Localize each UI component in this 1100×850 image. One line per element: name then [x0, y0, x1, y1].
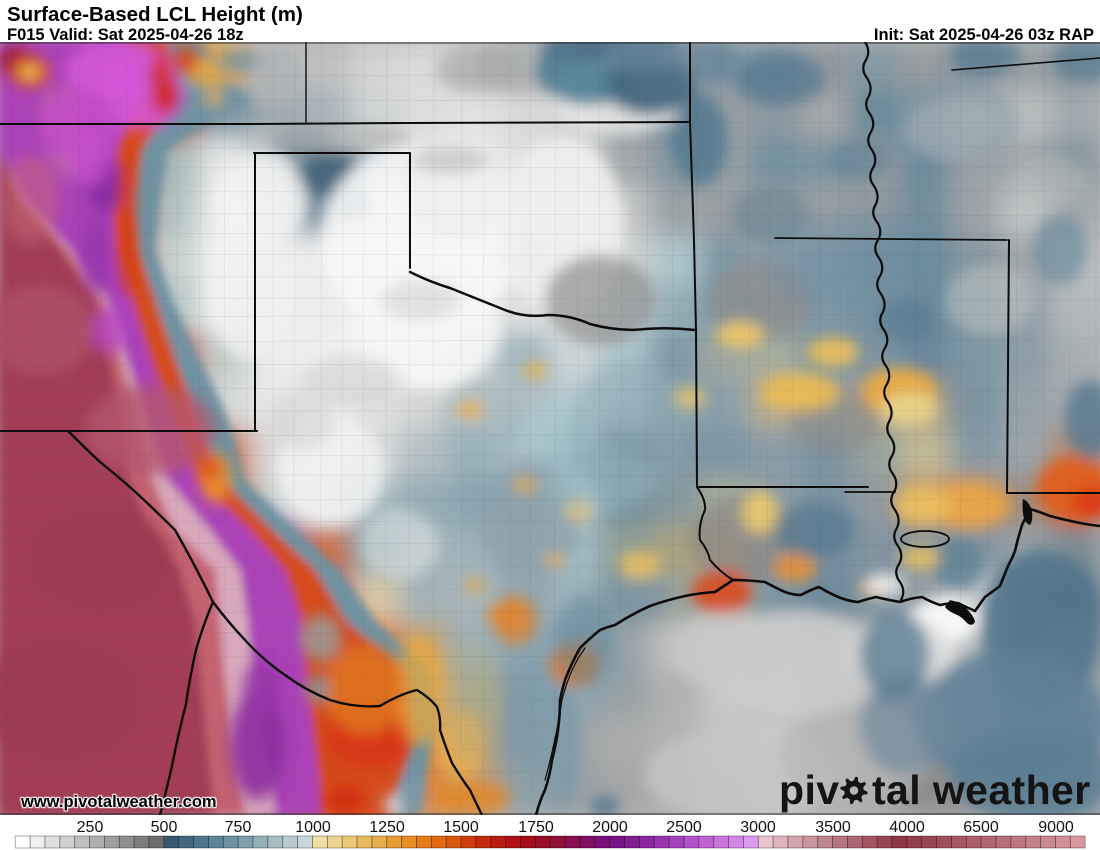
svg-text:1250: 1250 — [369, 819, 405, 836]
svg-text:1750: 1750 — [518, 819, 554, 836]
svg-text:9000: 9000 — [1038, 819, 1074, 836]
svg-text:500: 500 — [151, 819, 178, 836]
svg-text:6500: 6500 — [963, 819, 999, 836]
svg-text:250: 250 — [77, 819, 104, 836]
svg-text:1000: 1000 — [295, 819, 331, 836]
svg-text:piv: piv — [779, 767, 839, 813]
svg-text:2000: 2000 — [592, 819, 628, 836]
svg-text:3000: 3000 — [740, 819, 776, 836]
svg-text:3500: 3500 — [815, 819, 851, 836]
svg-text:4000: 4000 — [889, 819, 925, 836]
svg-text:750: 750 — [225, 819, 252, 836]
svg-text:1500: 1500 — [443, 819, 479, 836]
svg-text:2500: 2500 — [666, 819, 702, 836]
svg-text:tal weather: tal weather — [872, 767, 1091, 813]
